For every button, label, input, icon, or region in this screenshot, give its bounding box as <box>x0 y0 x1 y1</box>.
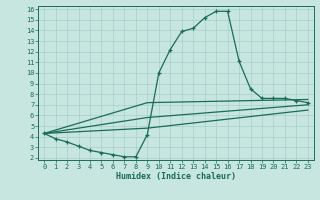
X-axis label: Humidex (Indice chaleur): Humidex (Indice chaleur) <box>116 172 236 181</box>
